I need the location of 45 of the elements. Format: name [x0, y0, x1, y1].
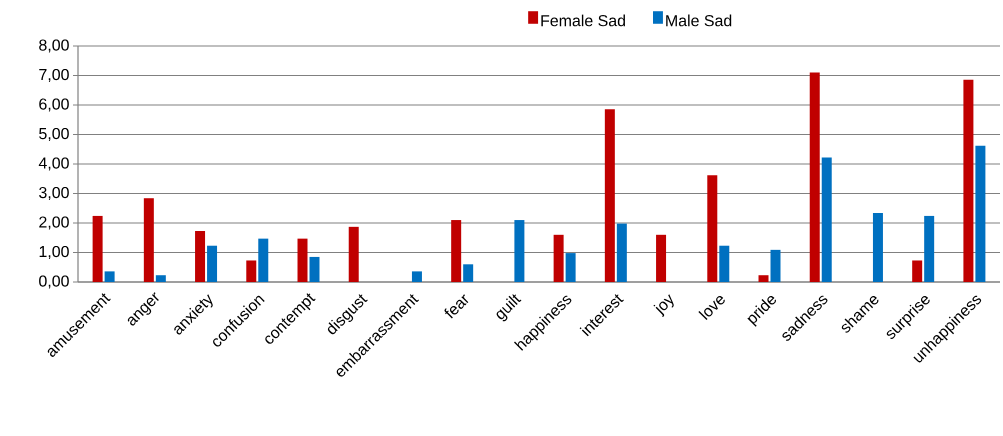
- y-tick-label: 8,00: [39, 39, 69, 53]
- bar: [348, 226, 359, 282]
- bar: [463, 264, 474, 282]
- x-tick-label: love: [698, 296, 725, 321]
- bar: [246, 260, 257, 282]
- bar: [195, 230, 206, 282]
- bar: [770, 249, 781, 282]
- bar: [707, 175, 718, 282]
- y-tick-label: 3,00: [39, 186, 69, 201]
- bar: [553, 234, 564, 282]
- bar: [924, 215, 935, 282]
- bar: [963, 79, 974, 282]
- bar: [451, 220, 462, 282]
- bar: [411, 271, 422, 282]
- bar: [258, 238, 269, 282]
- y-tick-label: 0,00: [39, 275, 69, 289]
- bar: [809, 72, 820, 282]
- bar: [155, 275, 166, 282]
- legend-label: Male Sad: [666, 14, 732, 27]
- bar: [565, 253, 576, 282]
- bar: [604, 109, 615, 282]
- legend-label: Female Sad: [541, 14, 625, 27]
- x-tick-label: fear: [444, 294, 469, 319]
- y-tick-label: 7,00: [39, 68, 69, 83]
- bar: [975, 145, 986, 282]
- bar: [656, 234, 667, 282]
- y-tick-label: 6,00: [39, 98, 69, 112]
- bar: [616, 223, 627, 282]
- bar: [821, 157, 832, 282]
- bar: [207, 245, 218, 282]
- bar: [872, 212, 883, 282]
- bar: [143, 198, 154, 282]
- bar: [719, 245, 730, 282]
- y-tick-label: 5,00: [39, 127, 69, 142]
- bar: [514, 220, 525, 282]
- bar: [309, 256, 320, 282]
- bar: [297, 238, 308, 282]
- x-tick-label: joy: [653, 294, 674, 318]
- y-tick-label: 1,00: [39, 245, 69, 260]
- bar: [104, 271, 115, 282]
- bar: [758, 275, 769, 282]
- bar: [92, 215, 103, 282]
- bar: [912, 260, 923, 282]
- y-tick-label: 4,00: [38, 157, 69, 171]
- y-tick-label: 2,00: [39, 216, 69, 230]
